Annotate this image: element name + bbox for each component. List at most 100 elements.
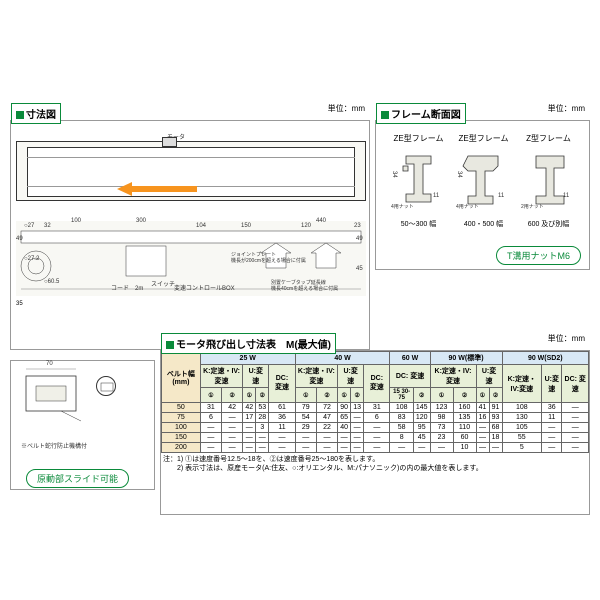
- table-cell: —: [222, 413, 243, 423]
- table-cell: —: [338, 443, 351, 453]
- table-cell: —: [200, 423, 221, 433]
- dimensions-title: 寸法図: [26, 110, 56, 121]
- frame-type-1: ZE型フレーム: [391, 133, 446, 144]
- table-cell: —: [413, 443, 430, 453]
- dim-23: 23: [354, 223, 361, 229]
- dim-272: ○27.2: [24, 256, 39, 262]
- col-num: ②: [256, 388, 269, 403]
- table-cell: 120: [413, 413, 430, 423]
- table-cell: —: [489, 443, 502, 453]
- subheader: DC: 変速: [390, 365, 430, 388]
- slot-nut-pill: T溝用ナットM6: [496, 246, 581, 265]
- table-cell: 93: [489, 413, 502, 423]
- table-cell: 8: [390, 433, 413, 443]
- dimensions-panel: 寸法図 単位：mm モータ ○27 32 100 300 104 150 120…: [10, 120, 370, 350]
- frame-unit: 単位：mm: [548, 103, 585, 114]
- dim-45: 45: [356, 266, 363, 272]
- dim-32: 32: [44, 223, 51, 229]
- conveyor-side-view: ○27 32 100 300 104 150 120 440 23 ○27.2 …: [16, 221, 366, 296]
- subheader: U:変速: [338, 365, 364, 388]
- table-cell: 11: [542, 413, 562, 423]
- table-cell: 53: [256, 403, 269, 413]
- table-cell: 45: [413, 433, 430, 443]
- conveyor-top-view: モータ: [16, 141, 366, 201]
- frame-profile-1: 34 11 4用ナット: [391, 151, 446, 211]
- subheader: K:定速・IV:変速: [200, 365, 243, 388]
- table-cell: —: [256, 443, 269, 453]
- table-cell: —: [542, 423, 562, 433]
- col-num: ①: [338, 388, 351, 403]
- table-cell: 36: [269, 413, 295, 423]
- col-num: ①: [476, 388, 489, 403]
- table-cell: —: [222, 433, 243, 443]
- col-num: ①: [200, 388, 221, 403]
- slot-nut-label: T溝用ナットM6: [496, 246, 581, 265]
- table-cell: 105: [502, 423, 542, 433]
- table-cell: 108: [390, 403, 413, 413]
- dimensions-unit: 単位：mm: [328, 103, 365, 114]
- col-num: ②: [453, 388, 476, 403]
- table-cell: 65: [338, 413, 351, 423]
- table-cell: 54: [295, 413, 316, 423]
- table-cell: —: [430, 443, 453, 453]
- dim-120: 120: [301, 223, 311, 229]
- table-cell: 29: [295, 423, 316, 433]
- dim-150: 150: [241, 223, 251, 229]
- dim-100: 100: [71, 218, 81, 224]
- dimensions-header: 寸法図: [11, 103, 61, 124]
- table-cell: 13: [351, 403, 364, 413]
- subheader: DC: 変速: [562, 365, 589, 403]
- belt-width: 50: [162, 403, 201, 413]
- cable-len: 機長40cmを超える場合に付属: [271, 285, 338, 292]
- col-num: ①: [295, 388, 316, 403]
- table-cell: 42: [243, 403, 256, 413]
- motor-dimension-table: ベルト幅 (mm) 25 W 40 W 60 W 90 W(標準) 90 W(S…: [161, 351, 589, 453]
- slide-pill: 原動部スライド可能: [26, 469, 129, 488]
- table-header: モータ飛び出し寸法表 M(最大値): [161, 333, 336, 354]
- table-cell: —: [542, 433, 562, 443]
- table-cell: 17: [243, 413, 256, 423]
- table-cell: —: [243, 433, 256, 443]
- table-cell: 47: [316, 413, 337, 423]
- dim-104: 104: [196, 223, 206, 229]
- table-cell: 145: [413, 403, 430, 413]
- frame-profile-2: 34 11 4用ナット: [456, 151, 511, 211]
- col-num: ②: [413, 388, 430, 403]
- table-notes: 注：1) ①は速度番号12.5～18を、②は速度番号25～180を表します。 2…: [161, 453, 589, 475]
- belt-width: 150: [162, 433, 201, 443]
- table-cell: —: [562, 423, 589, 433]
- side-drawing: 70: [21, 366, 91, 436]
- table-cell: 91: [489, 403, 502, 413]
- table-cell: —: [295, 443, 316, 453]
- table-cell: 95: [413, 423, 430, 433]
- belt-width: 75: [162, 413, 201, 423]
- table-cell: 130: [502, 413, 542, 423]
- belt-width-header: ベルト幅 (mm): [162, 352, 201, 403]
- table-cell: 23: [430, 433, 453, 443]
- table-cell: —: [200, 443, 221, 453]
- motor-table-panel: モータ飛び出し寸法表 M(最大値) 単位：mm ベルト幅 (mm) 25 W 4…: [160, 350, 590, 515]
- frame-type-3: Z型フレーム: [521, 133, 576, 144]
- col-num: ②: [351, 388, 364, 403]
- table-cell: 28: [256, 413, 269, 423]
- table-cell: 79: [295, 403, 316, 413]
- table-cell: 135: [453, 413, 476, 423]
- table-cell: —: [562, 443, 589, 453]
- col-num: ②: [316, 388, 337, 403]
- table-cell: 6: [200, 413, 221, 423]
- table-cell: 18: [489, 433, 502, 443]
- table-cell: —: [364, 433, 390, 443]
- table-cell: —: [316, 443, 337, 453]
- table-cell: 31: [200, 403, 221, 413]
- table-cell: 55: [502, 433, 542, 443]
- table-cell: 160: [453, 403, 476, 413]
- table-unit: 単位：mm: [548, 333, 585, 344]
- belt-width: 100: [162, 423, 201, 433]
- frame-width-1: 50～300 幅: [391, 219, 446, 229]
- belt-width: 200: [162, 443, 201, 453]
- table-cell: 3: [256, 423, 269, 433]
- switch-label: スイッチ: [151, 279, 175, 288]
- detail-circle: [96, 376, 116, 396]
- table-cell: —: [476, 423, 489, 433]
- table-cell: 98: [430, 413, 453, 423]
